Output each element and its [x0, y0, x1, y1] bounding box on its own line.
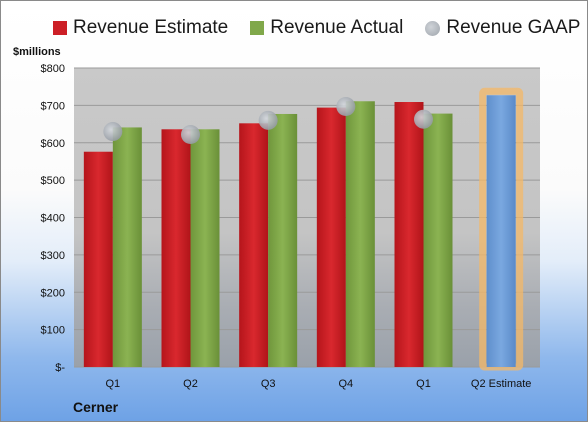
bar-revenue-actual — [190, 129, 220, 367]
legend-marker-gaap — [425, 20, 441, 36]
bar-revenue-estimate — [83, 151, 113, 367]
y-tick-label: $600 — [41, 138, 65, 150]
marker-revenue-gaap — [181, 125, 200, 145]
legend-item-actual: Revenue Actual — [250, 17, 403, 39]
bar-revenue-estimate — [394, 102, 424, 367]
bar-revenue-estimate — [239, 123, 269, 367]
bar-revenue-actual — [423, 113, 453, 367]
legend-swatch-estimate — [53, 21, 67, 35]
marker-revenue-gaap — [336, 96, 356, 116]
chart-legend: Revenue Estimate Revenue Actual Revenue … — [53, 17, 587, 39]
marker-revenue-gaap — [103, 122, 123, 142]
y-tick-label: $700 — [41, 100, 65, 112]
x-tick-label: Q1 — [416, 378, 431, 390]
y-tick-label: $500 — [41, 175, 65, 187]
x-tick-label: Q1 — [105, 378, 120, 390]
legend-item-gaap: Revenue GAAP — [425, 17, 580, 39]
legend-label-estimate: Revenue Estimate — [73, 17, 229, 38]
y-tick-label: $300 — [41, 250, 65, 262]
y-axis-unit-label: $millions — [13, 46, 61, 58]
y-tick-label: $800 — [41, 63, 65, 75]
x-tick-label: Q4 — [338, 378, 353, 390]
legend-swatch-actual — [250, 21, 265, 35]
bar-revenue-forecast — [486, 95, 516, 367]
bar-revenue-actual — [268, 113, 298, 367]
marker-revenue-gaap — [414, 109, 433, 129]
bar-revenue-estimate — [161, 129, 191, 367]
y-tick-label: $400 — [41, 213, 65, 225]
bar-revenue-actual — [112, 127, 142, 368]
legend-label-gaap: Revenue GAAP — [446, 17, 581, 38]
y-tick-label: $- — [55, 362, 65, 374]
marker-revenue-gaap — [258, 110, 278, 130]
y-tick-label: $200 — [41, 287, 65, 299]
company-name: Cerner — [73, 399, 119, 415]
y-tick-label: $100 — [41, 325, 65, 337]
bar-revenue-estimate — [316, 107, 346, 368]
legend-item-estimate: Revenue Estimate — [53, 17, 228, 39]
legend-label-actual: Revenue Actual — [270, 17, 404, 38]
bar-revenue-actual — [345, 101, 375, 368]
x-tick-label: Q3 — [261, 378, 276, 390]
x-tick-label: Q2 — [183, 378, 198, 390]
x-tick-label: Q2 Estimate — [471, 378, 532, 390]
